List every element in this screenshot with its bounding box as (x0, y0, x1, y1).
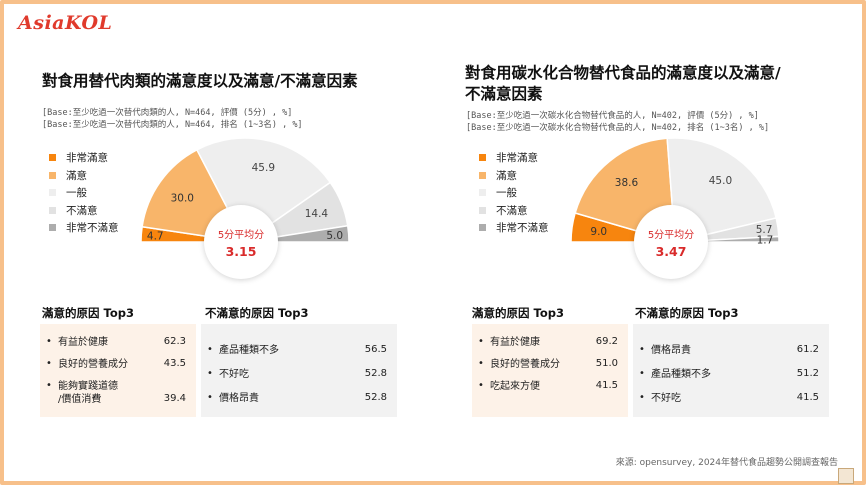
reason-value: 52.8 (364, 368, 387, 379)
legend-item: 滿意 (479, 167, 549, 185)
legend-swatch (49, 224, 56, 232)
legend-item: 不滿意 (49, 202, 119, 220)
legend-item: 滿意 (49, 167, 119, 185)
legend-swatch (479, 224, 486, 232)
reason-label: 良好的營養成分 (58, 359, 128, 370)
slice-value-label: 45.0 (709, 175, 732, 187)
reason-label: 能夠實踐道德/價值消費 (58, 381, 118, 405)
left-semi-donut-chart: 4.7 30.0 45.9 14.4 5.0 (140, 137, 350, 243)
slice-value-label: 30.0 (171, 192, 194, 204)
bullet-icon: • (639, 368, 645, 379)
legend-item: 一般 (49, 184, 119, 202)
bullet-icon: • (639, 392, 645, 403)
bullet-icon: • (478, 380, 484, 391)
right-dissatisfied-reasons: • 價格昂貴 61.2 • 產品種類不多 51.2 • 不好吃 41.5 (633, 324, 829, 417)
asiakol-logo: AsiaKOL (18, 12, 113, 34)
legend-swatch (49, 189, 56, 197)
right-average-badge: 5分平均分 3.47 (634, 205, 708, 279)
reason-label: 有益於健康 (58, 337, 108, 348)
reason-value: 43.5 (163, 358, 186, 369)
legend-item: 不滿意 (479, 202, 549, 220)
slice-value-label: 1.7 (757, 235, 774, 247)
reason-value: 69.2 (595, 336, 618, 347)
legend-swatch (479, 189, 486, 197)
average-value: 3.15 (225, 243, 257, 259)
source-note: 來源: opensurvey, 2024年替代食品趨勢公開調查報告 (615, 458, 838, 468)
reason-label: 良好的營養成分 (490, 359, 560, 370)
bullet-icon: • (46, 380, 52, 391)
legend-item: 非常不滿意 (479, 219, 549, 237)
reason-label: 價格昂貴 (219, 393, 259, 404)
legend-item: 非常不滿意 (49, 219, 119, 237)
right-satisfied-title: 滿意的原因 Top3 (472, 306, 564, 320)
average-label: 5分平均分 (647, 229, 695, 241)
bullet-icon: • (478, 336, 484, 347)
bullet-icon: • (46, 336, 52, 347)
legend-swatch (479, 171, 486, 179)
left-satisfied-title: 滿意的原因 Top3 (42, 306, 134, 320)
reason-value: 39.4 (163, 393, 186, 404)
bullet-icon: • (46, 358, 52, 369)
average-value: 3.47 (655, 243, 687, 259)
reason-label: 有益於健康 (490, 337, 540, 348)
reason-label: 不好吃 (219, 369, 249, 380)
left-average-badge: 5分平均分 3.15 (204, 205, 278, 279)
reason-label: 產品種類不多 (651, 369, 711, 380)
bullet-icon: • (207, 392, 213, 403)
legend-swatch (479, 154, 486, 162)
slice-value-label: 45.9 (252, 162, 275, 174)
legend-swatch (479, 206, 486, 214)
reason-label: 價格昂貴 (651, 345, 691, 356)
bullet-icon: • (478, 358, 484, 369)
bullet-icon: • (639, 344, 645, 355)
legend-item: 非常滿意 (479, 149, 549, 167)
left-dissatisfied-title: 不滿意的原因 Top3 (205, 306, 309, 320)
slice-value-label: 9.0 (590, 226, 607, 238)
legend-item: 一般 (479, 184, 549, 202)
slice-value-label: 38.6 (615, 177, 639, 189)
reason-value: 41.5 (595, 380, 618, 391)
slice-value-label: 5.7 (756, 224, 773, 236)
right-satisfied-reasons: • 有益於健康 69.2 • 良好的營養成分 51.0 • 吃起來方便 41.5 (472, 324, 628, 417)
reason-label: 產品種類不多 (219, 345, 279, 356)
reason-value: 61.2 (796, 344, 819, 355)
left-legend: 非常滿意 滿意 一般 不滿意 非常不滿意 (49, 149, 119, 237)
reason-value: 62.3 (163, 336, 186, 347)
bullet-icon: • (207, 368, 213, 379)
document-icon (838, 468, 854, 484)
reason-label: 吃起來方便 (490, 381, 540, 392)
reason-value: 41.5 (796, 392, 819, 403)
slice-value-label: 4.7 (147, 230, 164, 242)
left-satisfied-reasons: • 有益於健康 62.3 • 良好的營養成分 43.5 • 能夠實踐道德/價值消費 39.4 (40, 324, 196, 417)
bullet-icon: • (207, 344, 213, 355)
legend-swatch (49, 154, 56, 162)
left-base-note: [Base:至少吃過一次替代肉類的人, N=464, 評價 (5分) , %][… (42, 108, 303, 130)
slice-value-label: 14.4 (305, 208, 329, 220)
legend-swatch (49, 171, 56, 179)
average-label: 5分平均分 (217, 229, 265, 241)
slice-value-label: 5.0 (326, 230, 343, 242)
right-dissatisfied-title: 不滿意的原因 Top3 (635, 306, 739, 320)
legend-swatch (49, 206, 56, 214)
legend-item: 非常滿意 (49, 149, 119, 167)
reason-value: 51.0 (595, 358, 618, 369)
reason-label: 不好吃 (651, 393, 681, 404)
right-legend: 非常滿意 滿意 一般 不滿意 非常不滿意 (479, 149, 549, 237)
left-chart-title: 對食用替代肉類的滿意度以及滿意/不滿意因素 (42, 72, 358, 90)
right-chart-title: 對食用碳水化合物替代食品的滿意度以及滿意/ 不滿意因素 (465, 64, 781, 103)
right-base-note: [Base:至少吃過一次碳水化合物替代食品的人, N=402, 評價 (5分) … (466, 111, 770, 133)
reason-value: 51.2 (796, 368, 819, 379)
reason-value: 52.8 (364, 392, 387, 403)
left-dissatisfied-reasons: • 產品種類不多 56.5 • 不好吃 52.8 • 價格昂貴 52.8 (201, 324, 397, 417)
reason-value: 56.5 (364, 344, 387, 355)
right-semi-donut-chart: 9.0 38.6 45.0 5.71.7 (570, 137, 780, 247)
